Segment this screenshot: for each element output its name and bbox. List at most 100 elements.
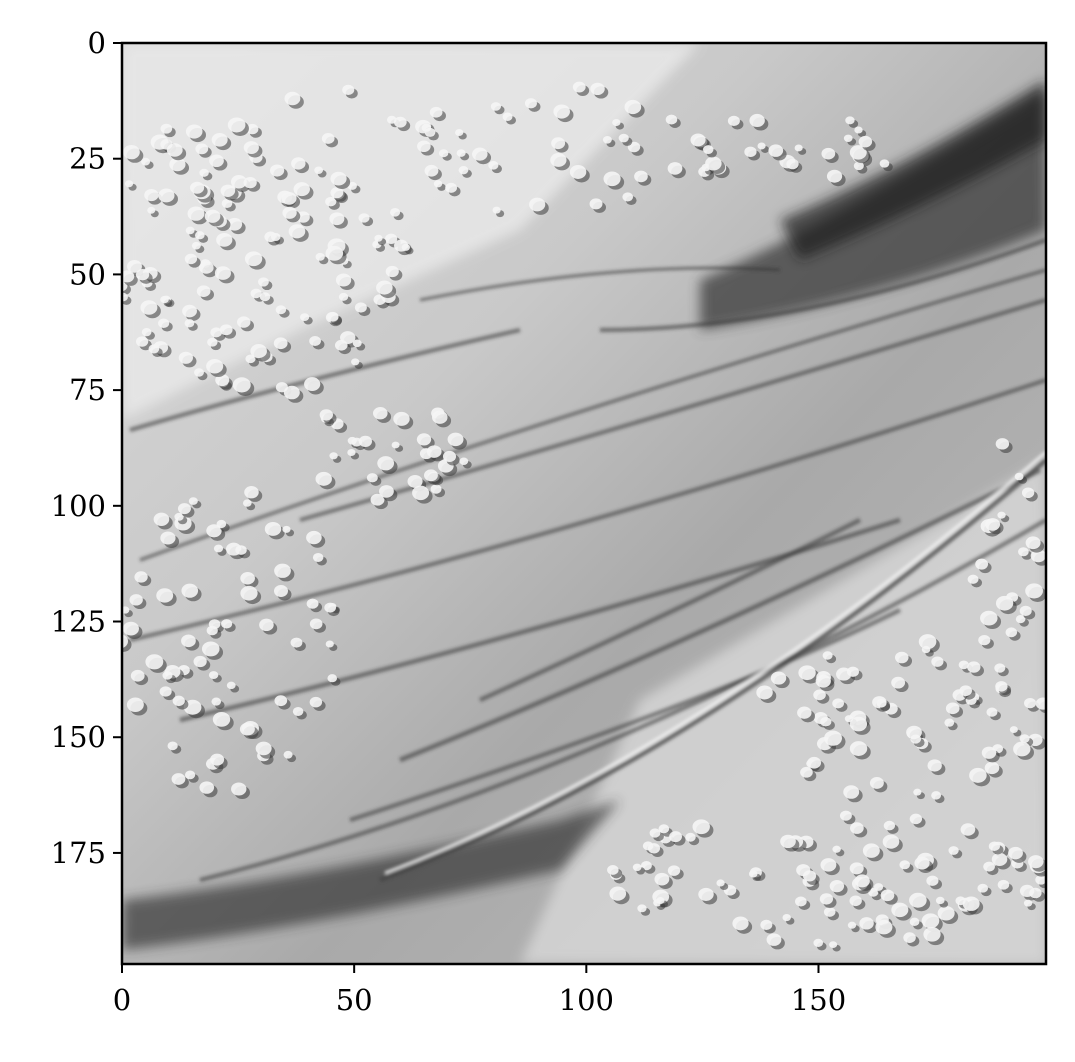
tree-bump [166,143,187,161]
tree-bump [876,698,891,711]
tree-bump [283,385,304,403]
tree-bump [358,435,376,451]
embankment-shadow [379,458,1046,883]
tree-bump [909,892,931,912]
tree-bump [258,277,273,291]
tree-bump [456,149,470,161]
tree-bump [283,750,297,763]
tree-bump [797,706,816,723]
tree-bump [273,337,292,353]
tree-bump [209,154,228,171]
y-tick-label: 50 [69,257,106,291]
tree-bump [847,921,860,933]
tree-bump [324,602,340,617]
tree-bump [813,938,827,951]
tree-bump [716,879,729,890]
tree-bump [167,741,182,754]
tree-bump [1029,887,1046,902]
tree-bump [991,852,1011,870]
tree-bump [329,212,348,229]
tree-bump [768,144,787,161]
tree-bump [447,432,468,450]
x-tick-label: 50 [336,983,373,1017]
tree-bump [208,671,222,683]
tree-bump [832,698,848,712]
tree-bump [171,773,189,789]
tree-bump [145,654,167,673]
tree-bump [250,344,271,362]
tree-bump [385,265,403,281]
tree-bump [240,571,259,588]
tree-bump [1015,615,1029,627]
tree-bump [244,251,266,270]
y-tick-label: 25 [69,142,106,176]
tree-bump [319,409,337,425]
tree-bump [184,319,198,331]
tree-bump [553,104,574,123]
tree-bump [221,619,236,633]
tree-bump [282,525,295,537]
tree-bump [309,618,326,633]
tree-bump [244,486,263,502]
tree-bump [960,823,979,840]
tree-bump [211,132,232,151]
gully-line [599,237,1046,333]
tree-bump [1021,487,1038,502]
tree-bump [274,695,291,710]
tree-bump [122,621,143,639]
tree-bump [412,485,433,504]
tree-bump [147,206,159,218]
tree-bump [141,157,154,170]
tree-bump [445,182,461,197]
tree-bump [589,198,606,213]
tree-bump [309,336,325,350]
tree-bump [206,524,226,541]
tree-bump [122,606,133,618]
tree-bump [607,865,623,879]
tree-bump [191,241,205,253]
tree-bump [824,730,846,750]
tree-bump [813,689,830,704]
tree-bump [426,445,446,462]
tree-bump [141,328,155,340]
tree-bump [193,655,211,671]
tree-bump [377,456,398,474]
tree-bump [459,457,472,469]
tree-bump [122,144,144,163]
tree-bump [174,512,188,525]
tree-bump [235,545,251,559]
tree-bump [997,511,1010,523]
gully-line [399,467,1042,763]
tree-bump [393,411,414,430]
tree-bump [931,791,945,804]
tree-bump [829,880,848,896]
tree-bump [227,117,249,136]
tree-bump [569,164,590,183]
y-tick-label: 175 [51,836,106,870]
hillshade-image [122,43,1046,964]
tree-bump [214,266,235,284]
tree-bump [354,302,371,317]
tree-bump [1013,741,1034,760]
tree-bump [612,118,625,130]
tree-bump [158,188,179,206]
tree-bump [981,746,1000,763]
tree-bump [862,843,884,862]
tree-bump [820,717,835,731]
tree-bump [634,170,652,186]
tree-bump [685,832,700,846]
tree-bump [800,766,817,782]
tree-bump [401,243,414,255]
tree-bump [158,318,173,332]
tree-bump [160,123,176,138]
tree-bump [850,822,868,838]
tree-bump [216,519,230,532]
tree-bump [891,676,909,693]
tree-bump [1035,697,1046,714]
tree-bump [153,512,173,530]
tree-bump [379,485,398,502]
tree-bump [995,595,1017,615]
tree-bump [995,681,1012,696]
tree-bump [618,133,633,146]
tree-bump [977,883,992,897]
